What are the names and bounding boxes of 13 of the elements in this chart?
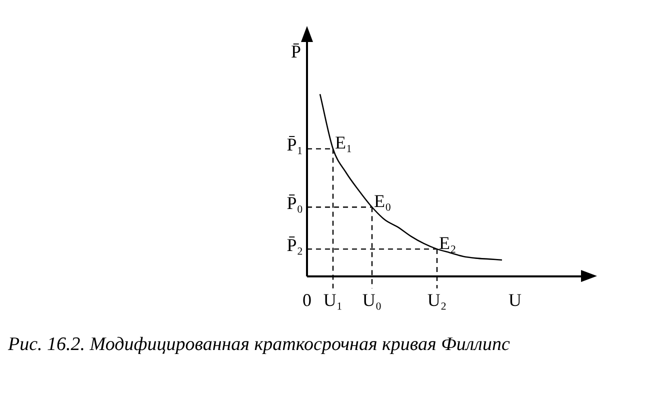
x-tick-label: U₁ xyxy=(323,290,343,310)
ref-line-label: P̄₂ xyxy=(286,234,303,255)
x-tick-label: U₀ xyxy=(362,290,382,310)
x-tick-label: U₂ xyxy=(427,290,447,310)
ref-line-label: P̄₀ xyxy=(286,192,303,213)
x-tick-label: U xyxy=(508,290,522,310)
annotation: E₁ xyxy=(335,132,352,153)
text: Рис. 16.2. Модифицированная краткосрочная кривая Филлипс xyxy=(8,334,511,356)
ref-line-label: P̄₁ xyxy=(286,134,303,155)
annotation: E₀ xyxy=(374,190,392,211)
annotation: E₂ xyxy=(439,232,456,253)
x-tick-label: 0 xyxy=(302,290,312,310)
y-axis-title: P̄ xyxy=(290,42,301,62)
